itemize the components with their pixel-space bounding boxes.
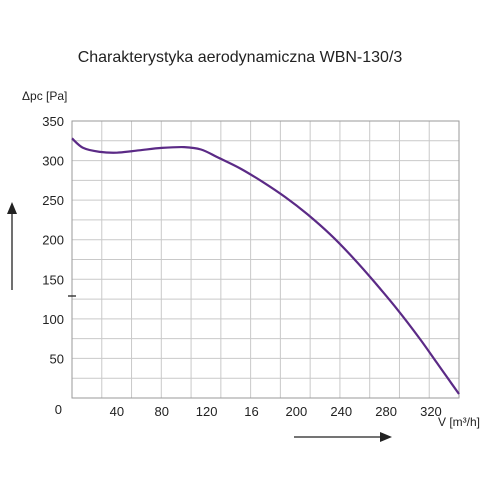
x-tick-label: 240: [330, 404, 352, 419]
y-tick-label: 100: [42, 312, 64, 327]
series-line: [71, 137, 460, 395]
y-tick-label: 350: [42, 114, 64, 129]
y-ticks: 0 50 100 150 200 250 300 350: [42, 114, 64, 417]
chart-title: Charakterystyka aerodynamiczna WBN-130/3: [78, 49, 403, 66]
x-tick-label: 80: [155, 404, 169, 419]
x-tick-label: 120: [196, 404, 218, 419]
x-axis-label: V [m³/h]: [438, 415, 480, 429]
x-tick-label: 200: [285, 404, 307, 419]
y-tick-label: 150: [42, 272, 64, 287]
x-tick-label: 16: [244, 404, 258, 419]
x-ticks: 40 80 120 16 200 240 280 320: [110, 404, 442, 419]
plot-frame: [71, 120, 460, 399]
y-tick-label: 250: [42, 193, 64, 208]
x-arrow-icon: [294, 432, 392, 442]
x-tick-label: 40: [110, 404, 124, 419]
y-tick-label: 200: [42, 233, 64, 248]
y-tick-label: 50: [50, 351, 64, 366]
y-tick-label: 300: [42, 154, 64, 169]
x-tick-label: 320: [420, 404, 442, 419]
y-axis-label: Δpc [Pa]: [22, 89, 67, 103]
x-tick-label: 280: [375, 404, 397, 419]
y-arrow-icon: [7, 202, 17, 290]
y-tick-label: 0: [55, 402, 62, 417]
grid: [72, 121, 459, 398]
